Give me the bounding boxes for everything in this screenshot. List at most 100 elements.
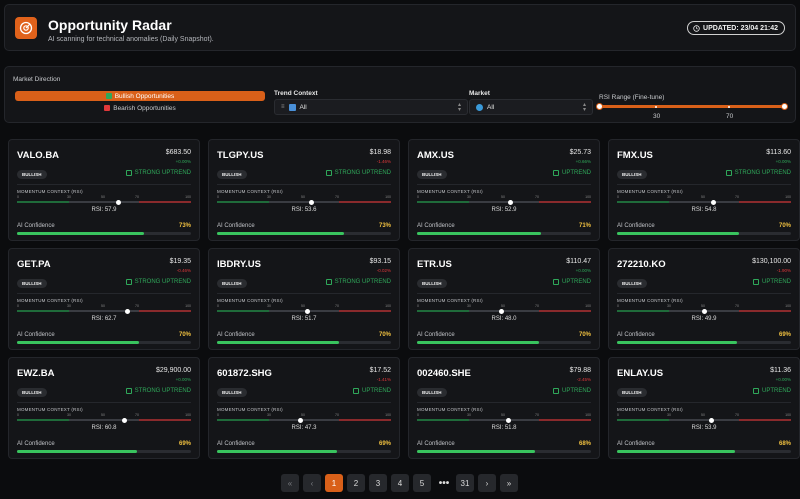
ticker-price: $113.60 (766, 149, 791, 156)
trend-select-value: All (299, 103, 307, 111)
rsi-scale-30: 30 (267, 195, 271, 199)
first-page-button[interactable]: « (281, 474, 299, 492)
rsi-scale-100: 100 (785, 304, 791, 308)
rsi-marker (308, 199, 314, 205)
rsi-scale-30: 30 (67, 304, 71, 308)
rsi-scale-100: 100 (785, 413, 791, 417)
opportunity-card[interactable]: IBDRY.US $93.15 -0.02% BULLISH STRONG UPTREN… (208, 248, 400, 350)
opportunity-card[interactable]: 002460.SHE $79.88 -2.45% BULLISH UPTREND MOME… (408, 357, 600, 459)
confidence-label: AI Confidence (17, 441, 55, 447)
rsi-scale-0: 0 (17, 304, 19, 308)
price-change: -1.41% (376, 377, 391, 382)
confidence-label: AI Confidence (617, 332, 655, 338)
rsi-scale-0: 0 (417, 195, 419, 199)
card-divider (417, 293, 591, 294)
bullish-label: Bullish Opportunities (114, 92, 175, 100)
opportunity-card[interactable]: EWZ.BA $29,900.00 +0.00% BULLISH STRONG UPTR… (8, 357, 200, 459)
opportunity-card[interactable]: FMX.US $113.60 +0.00% BULLISH STRONG UPTREND… (608, 139, 800, 241)
opportunity-card[interactable]: 601872.SHG $17.52 -1.41% BULLISH UPTREND MOME… (208, 357, 400, 459)
page-button-31[interactable]: 31 (456, 474, 474, 492)
price-change: +0.00% (775, 377, 791, 382)
rsi-scale-70: 70 (135, 195, 139, 199)
trend-indicator: STRONG UPTREND (325, 279, 391, 285)
rsi-gauge (217, 201, 391, 203)
opportunity-card[interactable]: ENLAY.US $11.36 +0.00% BULLISH UPTREND MOMENT… (608, 357, 800, 459)
card-divider (217, 184, 391, 185)
bearish-toggle[interactable]: Bearish Opportunities (15, 103, 265, 113)
rsi-range-max-handle[interactable] (781, 103, 788, 110)
confidence-fill (17, 232, 145, 235)
confidence-value: 68% (578, 441, 591, 447)
confidence-fill (217, 450, 338, 453)
card-divider (617, 402, 791, 403)
trend-icon (752, 388, 759, 394)
price-change: -2.45% (576, 377, 591, 382)
rsi-scale-50: 50 (501, 304, 505, 308)
page-button-5[interactable]: 5 (413, 474, 431, 492)
rsi-scale-100: 100 (185, 304, 191, 308)
confidence-label: AI Confidence (217, 441, 255, 447)
prev-page-button[interactable]: ‹ (303, 474, 321, 492)
rsi-scale-30: 30 (67, 195, 71, 199)
opportunity-card[interactable]: GET.PA $19.35 -0.46% BULLISH STRONG UPTREND M… (8, 248, 200, 350)
confidence-label: AI Confidence (417, 441, 455, 447)
rsi-scale-30: 30 (667, 413, 671, 417)
momentum-label: MOMENTUM CONTEXT (RSI) (217, 189, 283, 194)
rsi-scale-0: 0 (417, 413, 419, 417)
rsi-value: RSI: 60.8 (91, 425, 117, 431)
confidence-label: AI Confidence (17, 223, 55, 229)
trend-select[interactable]: ≡ All ▴ ▾ (274, 99, 468, 115)
momentum-label: MOMENTUM CONTEXT (RSI) (617, 407, 683, 412)
bullish-toggle[interactable]: Bullish Opportunities (15, 91, 265, 101)
rsi-scale-100: 100 (585, 304, 591, 308)
price-change: +0.66% (575, 159, 591, 164)
rsi-range-min-handle[interactable] (596, 103, 603, 110)
trend-text: UPTREND (761, 388, 791, 394)
page-button-2[interactable]: 2 (347, 474, 365, 492)
confidence-value: 69% (778, 332, 791, 338)
momentum-label: MOMENTUM CONTEXT (RSI) (617, 298, 683, 303)
rsi-scale-30: 30 (467, 413, 471, 417)
momentum-label: MOMENTUM CONTEXT (RSI) (617, 189, 683, 194)
trend-icon (752, 279, 759, 285)
opportunity-card[interactable]: TLGPY.US $18.98 -1.46% BULLISH STRONG UPTREN… (208, 139, 400, 241)
rsi-scale-0: 0 (617, 304, 619, 308)
signal-badge: BULLISH (617, 279, 647, 288)
price-change: +0.00% (175, 377, 191, 382)
price-change: -0.46% (176, 268, 191, 273)
momentum-label: MOMENTUM CONTEXT (RSI) (17, 298, 83, 303)
rsi-value: RSI: 47.3 (291, 425, 317, 431)
rsi-scale-70: 70 (535, 413, 539, 417)
trend-indicator: STRONG UPTREND (725, 170, 791, 176)
rsi-scale-70: 70 (735, 413, 739, 417)
ticker-symbol: FMX.US (617, 150, 653, 161)
opportunity-card[interactable]: ETR.US $110.47 +0.00% BULLISH UPTREND MOMENTU… (408, 248, 600, 350)
opportunity-card[interactable]: AMX.US $25.73 +0.66% BULLISH UPTREND MOMENTUM… (408, 139, 600, 241)
market-select[interactable]: All ▴ ▾ (469, 99, 593, 115)
page-button-3[interactable]: 3 (369, 474, 387, 492)
confidence-value: 69% (178, 441, 191, 447)
page-button-4[interactable]: 4 (391, 474, 409, 492)
ticker-price: $79.88 (569, 367, 591, 374)
header-panel: Opportunity Radar AI scanning for techni… (4, 4, 796, 51)
trend-indicator: UPTREND (352, 388, 391, 394)
confidence-bar (217, 341, 391, 344)
opportunity-card[interactable]: 272210.KO $130,100.00 -1.90% BULLISH UPTREND… (608, 248, 800, 350)
momentum-label: MOMENTUM CONTEXT (RSI) (17, 189, 83, 194)
rsi-gauge (217, 310, 391, 312)
last-page-button[interactable]: » (500, 474, 518, 492)
rsi-scale-70: 70 (735, 304, 739, 308)
next-page-button[interactable]: › (478, 474, 496, 492)
trend-indicator: STRONG UPTREND (125, 388, 191, 394)
page-button-1[interactable]: 1 (325, 474, 343, 492)
rsi-value: RSI: 49.9 (691, 316, 717, 322)
ticker-price: $11.36 (770, 367, 791, 374)
confidence-fill (617, 232, 739, 235)
ticker-symbol: IBDRY.US (217, 259, 261, 270)
rsi-gauge (17, 201, 191, 203)
opportunity-card[interactable]: VALO.BA $683.50 +0.00% BULLISH STRONG UPTREN… (8, 139, 200, 241)
rsi-gauge (17, 310, 191, 312)
rsi-range-high-label: 70 (726, 113, 734, 120)
rsi-range-slider[interactable] (596, 103, 788, 110)
trend-text: UPTREND (561, 170, 591, 176)
